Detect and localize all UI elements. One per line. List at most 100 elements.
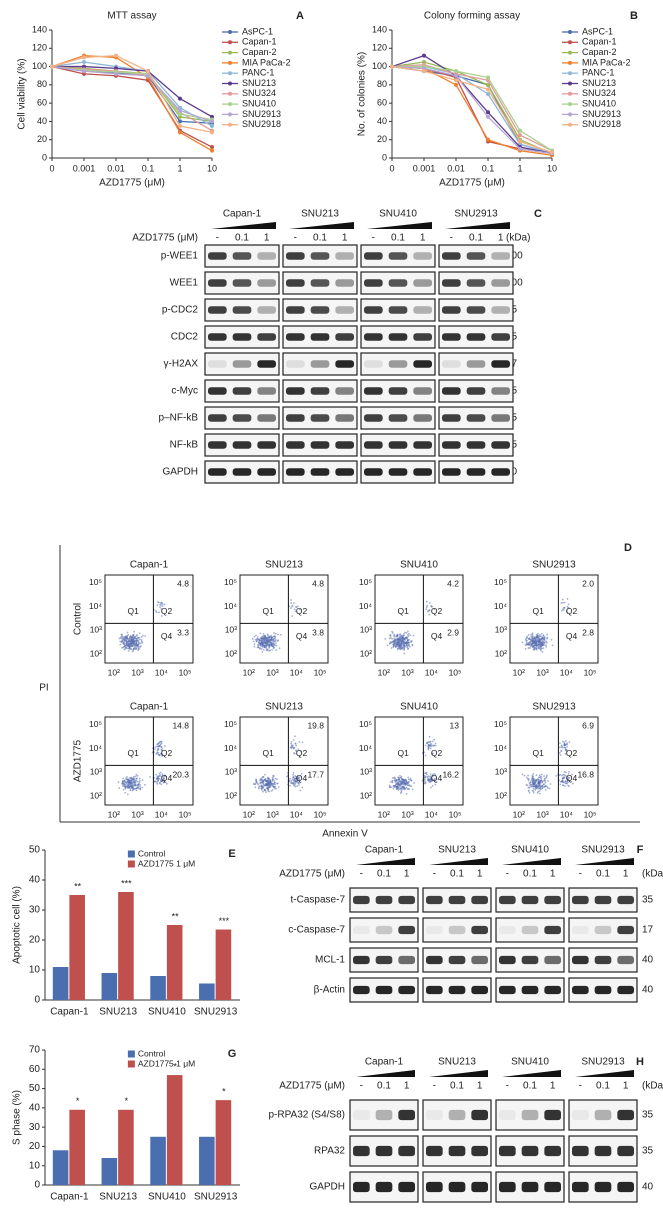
event-dot — [139, 787, 142, 790]
event-dot — [539, 648, 542, 651]
band — [364, 306, 383, 314]
band — [388, 360, 408, 368]
x-tick-label: 10³ — [266, 667, 278, 677]
legend-label: Control — [138, 1048, 166, 1058]
event-dot — [293, 778, 295, 781]
x-axis-label: Annexin V — [322, 829, 368, 840]
event-dot — [559, 783, 562, 786]
treatment-label: AZD1775 (μM) — [279, 869, 345, 880]
band — [544, 1181, 561, 1193]
data-point — [210, 130, 214, 135]
event-dot — [395, 643, 398, 646]
event-dot — [394, 781, 397, 783]
band — [617, 1181, 634, 1193]
band — [388, 387, 408, 395]
series-line — [51, 65, 213, 121]
event-dot — [291, 605, 294, 608]
event-dot — [292, 773, 295, 776]
band — [335, 279, 354, 287]
dose-label: - — [506, 869, 509, 880]
band — [471, 895, 488, 905]
event-dot — [251, 638, 254, 640]
event-dot — [276, 782, 278, 785]
legend-label: PANC-1 — [242, 68, 274, 78]
event-dot — [535, 786, 538, 789]
group-label: SNU213 — [438, 845, 476, 856]
event-dot — [121, 780, 124, 782]
panel-letter: H — [636, 1056, 644, 1068]
band — [617, 925, 634, 935]
event-dot — [391, 781, 394, 784]
band — [466, 360, 486, 368]
band — [442, 441, 461, 449]
panel-letter: D — [624, 542, 632, 554]
data-point — [82, 71, 86, 76]
event-dot — [391, 632, 394, 634]
row-label: AZD1775 — [73, 739, 84, 782]
event-dot — [559, 746, 561, 749]
protein-label: γ-H2AX — [164, 359, 199, 370]
event-dot — [397, 647, 400, 650]
event-dot — [425, 606, 428, 609]
event-dot — [259, 779, 261, 782]
event-dot — [430, 743, 433, 745]
plot-frame — [239, 574, 329, 664]
event-dot — [290, 599, 292, 601]
event-dot — [296, 605, 299, 608]
event-dot — [435, 781, 438, 783]
data-point — [178, 124, 182, 128]
data-point — [178, 108, 182, 113]
band — [310, 306, 330, 314]
event-dot — [407, 778, 410, 781]
event-dot — [390, 647, 393, 649]
event-dot — [292, 739, 295, 741]
event-dot — [560, 744, 563, 747]
legend-marker — [568, 30, 572, 34]
event-dot — [290, 781, 293, 784]
event-dot — [392, 787, 395, 790]
event-dot — [393, 641, 396, 644]
event-dot — [566, 775, 568, 778]
event-dot — [566, 778, 569, 781]
event-dot — [159, 606, 161, 609]
event-dot — [295, 777, 298, 780]
band — [471, 955, 488, 965]
dose-label: - — [360, 1081, 363, 1092]
event-dot — [532, 777, 535, 780]
x-tick-label: 0.001 — [73, 163, 96, 173]
event-dot — [301, 786, 304, 789]
event-dot — [125, 638, 128, 640]
band — [572, 955, 589, 965]
data-point — [178, 119, 182, 124]
event-dot — [156, 775, 159, 778]
q4-percent: 3.8 — [312, 628, 324, 638]
event-dot — [429, 747, 432, 750]
event-dot — [524, 647, 527, 650]
y-tick-label: 60 — [377, 98, 387, 108]
event-dot — [427, 778, 430, 780]
band — [521, 955, 539, 965]
y-tick-label: 10⁵ — [89, 577, 102, 587]
event-dot — [431, 752, 434, 755]
event-dot — [540, 646, 542, 648]
event-dot — [532, 772, 535, 775]
event-dot — [393, 777, 396, 780]
significance: *** — [121, 878, 132, 888]
event-dot — [401, 646, 404, 649]
event-dot — [293, 783, 296, 786]
event-dot — [434, 742, 437, 745]
event-dot — [126, 631, 129, 634]
y-tick-label: 10 — [29, 1160, 41, 1171]
band — [471, 1181, 488, 1193]
event-dot — [129, 779, 132, 782]
quadrant-label: Q2 — [161, 748, 173, 758]
bar — [118, 892, 134, 1000]
band — [471, 925, 488, 935]
event-dot — [532, 790, 535, 793]
event-dot — [160, 753, 163, 756]
bar — [166, 1075, 183, 1185]
event-dot — [255, 634, 257, 637]
band — [442, 252, 461, 260]
event-dot — [254, 783, 257, 785]
event-dot — [431, 779, 434, 782]
